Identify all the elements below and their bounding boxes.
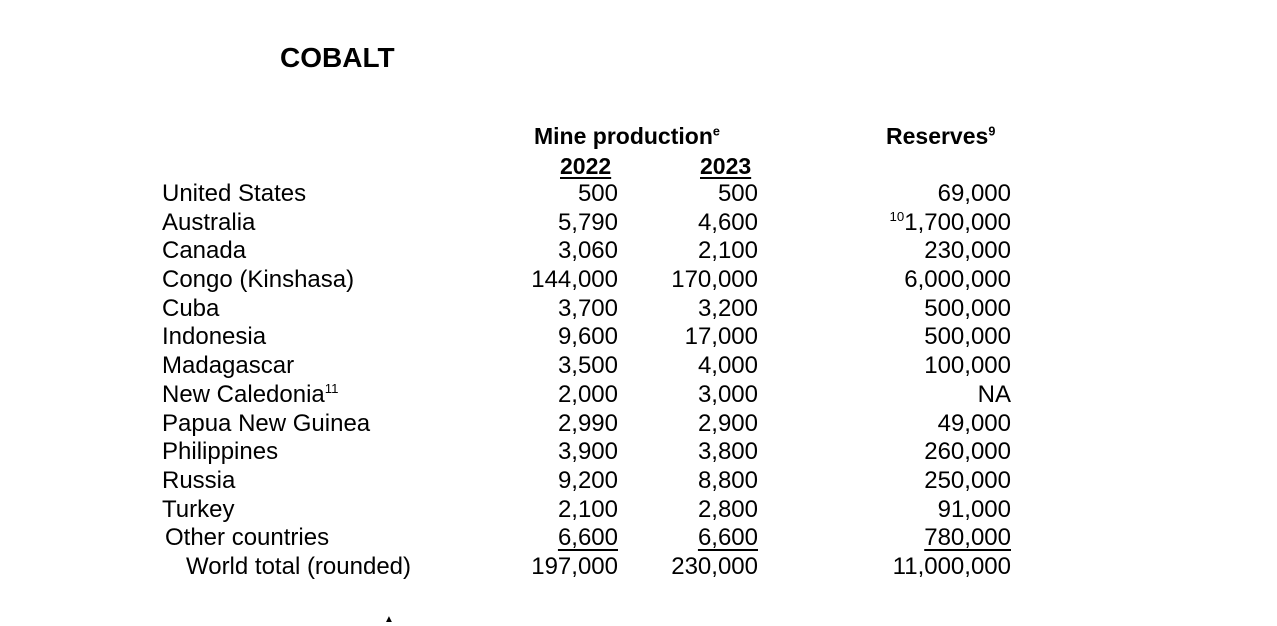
country-name: Madagascar <box>162 352 492 381</box>
production-2023-value: 2,800 <box>697 495 758 523</box>
production-2023-value: 500 <box>717 180 758 207</box>
country-label: United States <box>162 180 307 207</box>
production-2022-value: 3,900 <box>557 438 618 466</box>
year-2023-header: 2023 <box>700 153 752 179</box>
country-label: Congo (Kinshasa) <box>162 266 355 294</box>
country-footnote-marker: 11 <box>324 380 339 396</box>
reserves-number: NA <box>977 380 1011 408</box>
total-production-2023: 230,000 <box>671 552 758 580</box>
production-2023-value: 3,200 <box>697 294 758 322</box>
total-production-2022: 197,000 <box>531 552 618 580</box>
production-2022-value: 2,990 <box>557 409 618 437</box>
reserves-number: 91,000 <box>937 495 1011 523</box>
year-2022-header: 2022 <box>560 153 612 179</box>
production-2023-value: 3,000 <box>697 380 758 408</box>
reserves-value: 49,000 <box>862 410 1011 439</box>
production-2022-value: 2,000 <box>557 380 618 408</box>
production-2022-value: 5,790 <box>557 208 618 236</box>
production-2023-value: 8,800 <box>697 466 758 494</box>
reserves-number: 230,000 <box>924 237 1011 265</box>
reserves-number: 1,700,000 <box>904 208 1011 236</box>
production-2023-value: 4,600 <box>697 208 758 236</box>
production-2023-value: 2,900 <box>697 409 758 437</box>
reserves-number: 250,000 <box>924 466 1011 494</box>
production-2022-value: 500 <box>577 180 618 207</box>
mine-production-footnote-marker: e <box>712 124 720 139</box>
production-2022-value: 9,600 <box>557 323 618 351</box>
country-column: United States Australia Canada Congo (Kinsh… <box>162 180 492 582</box>
production-2022-value: 9,200 <box>557 466 618 494</box>
country-name: Canada <box>162 237 492 266</box>
country-name: Cuba <box>162 295 492 324</box>
reserves-value: NA <box>862 381 1011 410</box>
production-2023-value: 3,800 <box>697 438 758 466</box>
reserves-value: 101,700,000 <box>862 209 1011 238</box>
reserves-footnote-marker: 9 <box>988 124 996 139</box>
production-2023-value: 170,000 <box>671 266 758 294</box>
country-name: United States <box>162 180 492 209</box>
other-production-2023: 6,600 <box>697 524 758 552</box>
other-reserves: 780,000 <box>924 524 1011 552</box>
reserves-number: 6,000,000 <box>904 266 1011 294</box>
production-2023-value: 2,100 <box>697 237 758 265</box>
production-2023-value: 17,000 <box>684 323 758 351</box>
country-name: Russia <box>162 467 492 496</box>
country-name: Congo (Kinshasa) <box>162 266 492 295</box>
country-name: Indonesia <box>162 323 492 352</box>
country-label: Madagascar <box>162 352 295 380</box>
reserves-header-label: Reserves <box>886 123 989 149</box>
reserves-value: 69,000 <box>862 180 1011 209</box>
country-label: Indonesia <box>162 323 267 351</box>
reserves-value: 500,000 <box>862 323 1011 352</box>
page-title: COBALT <box>280 42 395 73</box>
country-name: Papua New Guinea <box>162 410 492 439</box>
mine-production-header: Mine productione <box>534 122 720 150</box>
reserves-value: 91,000 <box>862 496 1011 525</box>
production-2022-value: 3,700 <box>557 294 618 322</box>
world-total-label: World total (rounded) <box>186 552 411 580</box>
production-2022-value: 144,000 <box>531 266 618 294</box>
production-2023-column: 500 4,600 2,100 170,000 3,200 17,000 4,000 3,00… <box>652 180 758 582</box>
country-name: New Caledonia11 <box>162 381 492 410</box>
total-reserves: 11,000,000 <box>892 552 1011 580</box>
country-name: Philippines <box>162 438 492 467</box>
country-label: Cuba <box>162 294 220 322</box>
other-countries-label: Other countries <box>165 524 330 552</box>
reserves-number: 69,000 <box>937 180 1011 207</box>
production-2022-value: 3,060 <box>557 237 618 265</box>
reserves-value: 100,000 <box>862 352 1011 381</box>
page-fragment-mark: ▲ <box>384 614 394 625</box>
country-name: Turkey <box>162 496 492 525</box>
production-2023-value: 4,000 <box>697 352 758 380</box>
production-2022-value: 3,500 <box>557 352 618 380</box>
country-name: Australia <box>162 209 492 238</box>
country-label: Australia <box>162 208 256 236</box>
country-label: Canada <box>162 237 247 265</box>
reserves-value: 260,000 <box>862 438 1011 467</box>
country-label: Philippines <box>162 438 279 466</box>
reserves-footnote-marker: 10 <box>889 208 905 224</box>
production-2022-column: 500 5,790 3,060 144,000 3,700 9,600 3,500 2,000… <box>518 180 618 582</box>
production-2022-value: 2,100 <box>557 495 618 523</box>
reserves-number: 500,000 <box>924 323 1011 351</box>
other-production-2022: 6,600 <box>557 524 618 552</box>
mine-production-header-label: Mine production <box>534 123 713 149</box>
reserves-value: 230,000 <box>862 237 1011 266</box>
reserves-column: 69,000 101,700,000 230,000 6,000,000 500,000… <box>862 180 1011 582</box>
country-label: Papua New Guinea <box>162 409 371 437</box>
reserves-header: Reserves9 <box>886 122 995 150</box>
reserves-number: 49,000 <box>937 409 1011 437</box>
reserves-number: 100,000 <box>924 352 1011 380</box>
reserves-value: 500,000 <box>862 295 1011 324</box>
reserves-number: 260,000 <box>924 438 1011 466</box>
reserves-value: 250,000 <box>862 467 1011 496</box>
country-label: New Caledonia <box>162 380 325 408</box>
reserves-number: 500,000 <box>924 294 1011 322</box>
country-label: Turkey <box>162 495 235 523</box>
country-label: Russia <box>162 466 236 494</box>
reserves-value: 6,000,000 <box>862 266 1011 295</box>
